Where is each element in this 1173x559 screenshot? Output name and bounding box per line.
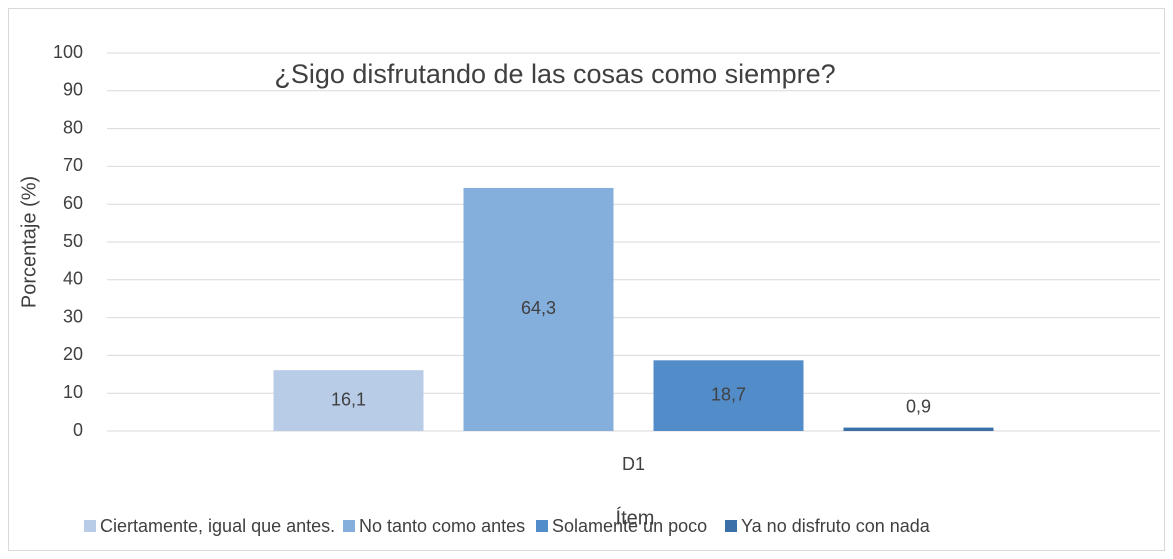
y-tick-label: 40 xyxy=(63,269,83,289)
y-tick-label: 0 xyxy=(73,420,83,440)
y-tick-label: 10 xyxy=(63,382,83,402)
data-label: 0,9 xyxy=(906,396,931,416)
legend-swatch xyxy=(536,520,548,532)
y-axis-label: Porcentaje (%) xyxy=(18,176,40,308)
y-tick-label: 70 xyxy=(63,155,83,175)
x-axis-label: Ítem xyxy=(616,506,655,529)
data-label: 16,1 xyxy=(331,389,366,409)
bar xyxy=(463,187,614,431)
legend-label: Ya no disfruto con nada xyxy=(741,516,931,536)
bar xyxy=(843,427,994,431)
data-label: 64,3 xyxy=(521,298,556,318)
legend-label: Solamente un poco xyxy=(552,516,707,536)
y-tick-label: 20 xyxy=(63,344,83,364)
legend-swatch xyxy=(84,520,96,532)
y-tick-label: 100 xyxy=(53,42,83,62)
y-tick-label: 60 xyxy=(63,193,83,213)
y-tick-label: 50 xyxy=(63,231,83,251)
y-tick-label: 90 xyxy=(63,80,83,100)
legend-label: No tanto como antes xyxy=(359,516,525,536)
y-tick-label: 80 xyxy=(63,117,83,137)
bar xyxy=(273,370,424,431)
data-label: 18,7 xyxy=(711,384,746,404)
chart-title: ¿Sigo disfrutando de las cosas como siem… xyxy=(274,59,835,89)
y-tick-label: 30 xyxy=(63,306,83,326)
bar xyxy=(653,360,804,431)
legend-label: Ciertamente, igual que antes. xyxy=(100,516,335,536)
legend-swatch xyxy=(725,520,737,532)
x-tick-label: D1 xyxy=(622,454,645,474)
legend-swatch xyxy=(343,520,355,532)
